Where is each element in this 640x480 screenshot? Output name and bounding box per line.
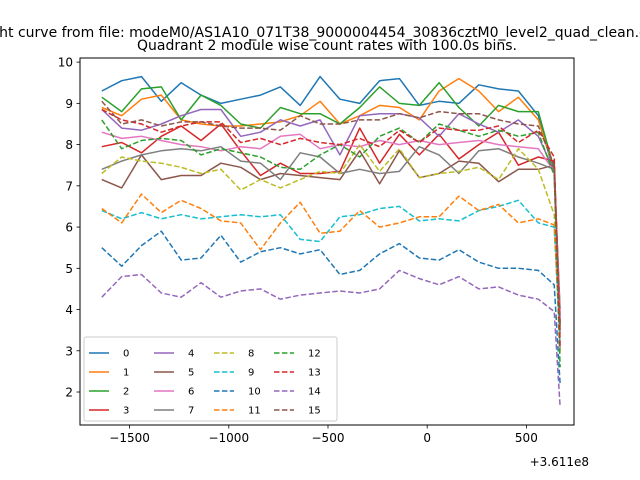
series-line-9 — [101, 199, 561, 343]
series-layer — [101, 75, 561, 407]
series-line-11 — [101, 193, 561, 339]
chart-suptitle: Light curve from file: modeM0/AS1A10_071… — [0, 25, 640, 41]
legend-label-13: 13 — [308, 368, 321, 379]
chart-title: Quadrant 2 module wise count rates with … — [137, 38, 517, 54]
x-axis: −1500 −1000 −500 0 500 — [109, 425, 538, 445]
legend-label-15: 15 — [308, 406, 321, 417]
legend-label-3: 3 — [123, 406, 129, 417]
y-tick-label: 3 — [65, 344, 73, 358]
y-tick-label: 5 — [65, 262, 73, 276]
legend-label-10: 10 — [248, 387, 261, 398]
y-tick-label: 8 — [65, 138, 73, 152]
x-offset-label: +3.611e8 — [530, 455, 589, 469]
x-tick-label: −500 — [312, 431, 345, 445]
series-line-15 — [101, 100, 561, 327]
legend-label-1: 1 — [123, 368, 129, 379]
x-tick-label: 500 — [515, 431, 538, 445]
y-tick-label: 9 — [65, 97, 73, 111]
legend-frame — [83, 336, 338, 422]
legend-label-2: 2 — [123, 387, 129, 398]
series-line-8 — [101, 143, 561, 355]
legend-label-6: 6 — [188, 387, 194, 398]
y-tick-label: 7 — [65, 179, 73, 193]
legend-label-5: 5 — [188, 368, 194, 379]
y-axis: 2 3 4 5 6 7 8 9 10 — [58, 56, 80, 400]
series-line-14 — [101, 269, 561, 407]
legend-label-11: 11 — [248, 406, 261, 417]
legend-label-14: 14 — [308, 387, 321, 398]
x-tick-label: 0 — [423, 431, 431, 445]
legend-label-7: 7 — [188, 406, 194, 417]
legend-label-4: 4 — [188, 349, 194, 360]
legend-label-8: 8 — [248, 349, 254, 360]
x-tick-label: −1000 — [208, 431, 249, 445]
y-tick-label: 4 — [65, 303, 73, 317]
y-tick-label: 10 — [58, 56, 73, 70]
series-line-0 — [101, 75, 561, 310]
series-line-5 — [101, 150, 561, 331]
y-tick-label: 6 — [65, 221, 73, 235]
series-line-13 — [101, 108, 561, 347]
legend-label-9: 9 — [248, 368, 254, 379]
legend-label-0: 0 — [123, 349, 129, 360]
y-tick-label: 2 — [65, 386, 73, 400]
x-tick-label: −1500 — [109, 431, 150, 445]
legend-label-12: 12 — [308, 349, 321, 360]
series-line-4 — [101, 108, 561, 335]
plot-frame — [79, 57, 575, 426]
series-line-10 — [101, 230, 561, 384]
